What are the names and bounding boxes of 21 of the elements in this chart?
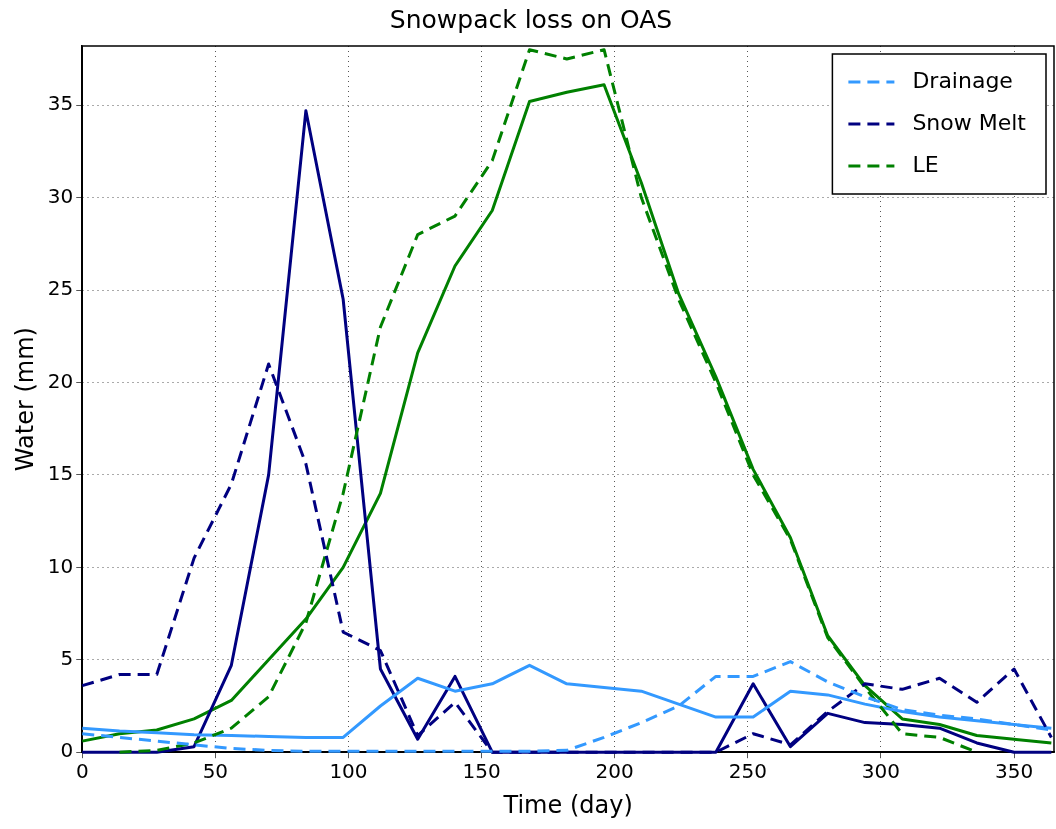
y-tick-label: 15: [47, 461, 74, 486]
x-tick-label: 150: [462, 759, 501, 784]
y-tick-label: 0: [60, 738, 74, 763]
x-tick-label: 300: [861, 759, 901, 784]
y-tick-label: 10: [47, 553, 74, 578]
y-tick-label: 30: [47, 183, 74, 208]
x-tick-label: 100: [329, 759, 368, 784]
legend-label: Drainage: [912, 67, 1013, 93]
x-tick-label: 50: [202, 759, 229, 784]
y-axis-title: Water (mm): [10, 327, 39, 472]
x-axis-title: Time (day): [502, 790, 633, 819]
y-tick-label: 5: [60, 645, 74, 670]
y-tick-label: 35: [47, 91, 74, 116]
x-tick-label: 250: [728, 759, 767, 784]
chart-title: Snowpack loss on OAS: [389, 4, 673, 34]
y-tick-label: 20: [47, 368, 74, 393]
legend-label: LE: [912, 151, 939, 177]
x-tick-label: 200: [595, 759, 634, 784]
x-tick-label: 350: [994, 759, 1034, 784]
legend-label: Snow Melt: [912, 109, 1027, 135]
y-tick-label: 25: [47, 276, 74, 301]
